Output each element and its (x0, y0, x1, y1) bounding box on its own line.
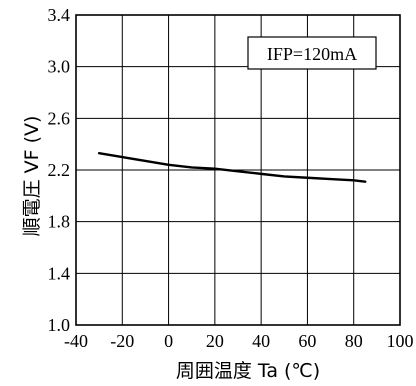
data-point (214, 167, 216, 170)
y-tick-label: 1.8 (48, 212, 71, 232)
data-point (329, 178, 332, 180)
y-tick-label: 2.2 (48, 160, 71, 180)
x-tick-label: 20 (206, 331, 224, 351)
y-axis-label: 順電圧 VF (V) (21, 116, 43, 237)
x-tick-label: 40 (252, 331, 270, 351)
y-tick-labels: 1.0 1.4 1.8 2.2 2.6 3.0 3.4 (48, 5, 71, 335)
x-tick-labels: -40 -20 0 20 40 60 80 100 (64, 331, 414, 351)
series-line (97, 152, 367, 183)
data-point (283, 175, 286, 178)
data-point (190, 166, 193, 169)
plot-frame-layer (75, 14, 401, 326)
data-point (98, 152, 100, 155)
x-tick-label: 80 (345, 331, 363, 351)
y-tick-label: 2.6 (48, 108, 71, 128)
annotation-box: IFP=120mA (247, 36, 377, 70)
annotation-frame (247, 36, 377, 70)
x-tick-label: 0 (164, 331, 173, 351)
data-point (237, 170, 239, 173)
x-tick-label: 60 (298, 331, 316, 351)
data-point (121, 156, 124, 158)
y-tick-label: 1.4 (48, 263, 71, 283)
y-tick-label: 1.0 (48, 315, 71, 335)
data-point (306, 176, 309, 179)
x-tick-label: -40 (64, 331, 88, 351)
data-point (352, 179, 355, 182)
data-point (167, 164, 170, 166)
x-tick-label: 100 (387, 331, 414, 351)
y-tick-label: 3.0 (48, 57, 71, 77)
y-tick-label: 3.4 (48, 5, 71, 25)
series-layer (97, 152, 367, 183)
x-tick-label: -20 (110, 331, 134, 351)
data-point (260, 173, 262, 175)
data-point (144, 160, 147, 162)
x-axis-label: 周囲温度 Ta (℃) (176, 360, 320, 382)
annotation-text: IFP=120mA (267, 44, 357, 64)
plot-frame (75, 14, 401, 326)
data-point (364, 180, 367, 183)
